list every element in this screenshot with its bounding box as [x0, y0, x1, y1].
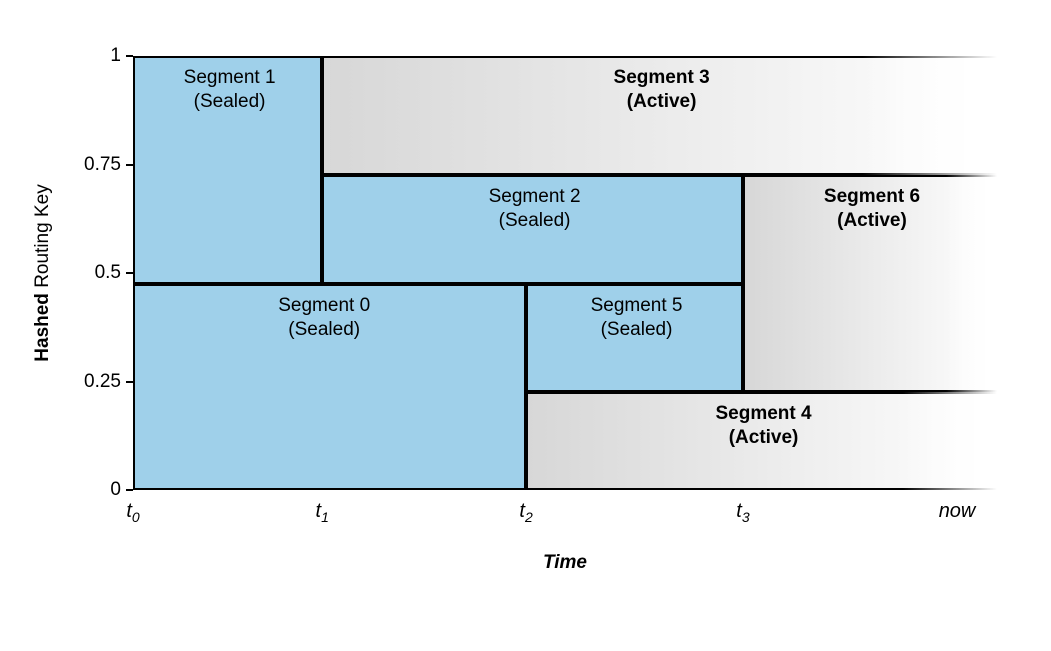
- y-tick-label: 0.75: [73, 154, 121, 176]
- y-axis-title-bold: Hashed: [32, 293, 53, 362]
- y-axis-title-rest: Routing Key: [32, 184, 53, 293]
- segment-status-text: (Sealed): [278, 318, 370, 342]
- segment-status-text: (Active): [824, 209, 920, 233]
- segment-name-text: Segment 6: [824, 185, 920, 209]
- segment-name-text: Segment 2: [489, 185, 581, 209]
- y-tick-mark: [126, 55, 133, 57]
- segment-seg0: Segment 0(Sealed): [133, 284, 526, 490]
- y-tick-mark: [126, 489, 133, 491]
- x-tick-sub: 3: [742, 509, 750, 525]
- segment-seg1: Segment 1(Sealed): [133, 56, 322, 284]
- segment-status-text: (Sealed): [184, 90, 276, 114]
- segment-name-text: Segment 3: [614, 66, 710, 90]
- y-axis-title: Hashed Routing Key: [32, 184, 54, 361]
- segment-seg5: Segment 5(Sealed): [526, 284, 743, 393]
- y-tick-label: 1: [73, 45, 121, 67]
- y-tick-label: 0: [73, 479, 121, 501]
- y-tick-label: 0.25: [73, 371, 121, 393]
- x-tick-sub: 1: [321, 509, 329, 525]
- segment-seg4: Segment 4(Active): [526, 392, 997, 490]
- segment-status-text: (Sealed): [489, 209, 581, 233]
- segment-status-text: (Active): [716, 426, 812, 450]
- y-tick-mark: [126, 164, 133, 166]
- x-tick-sub: 0: [132, 509, 140, 525]
- plot-area: Segment 0(Sealed)Segment 1(Sealed)Segmen…: [133, 56, 997, 490]
- y-tick-mark: [126, 272, 133, 274]
- segment-name-text: Segment 1: [184, 66, 276, 90]
- x-tick-label: now: [939, 500, 976, 523]
- segment-seg3: Segment 3(Active): [322, 56, 997, 175]
- segment-name-text: Segment 0: [278, 294, 370, 318]
- segment-name-text: Segment 4: [716, 402, 812, 426]
- segment-seg6: Segment 6(Active): [743, 175, 997, 392]
- x-tick-label: t2: [519, 500, 532, 525]
- segment-status-text: (Active): [614, 90, 710, 114]
- x-axis-title: Time: [543, 552, 587, 574]
- y-tick-label: 0.5: [73, 262, 121, 284]
- x-tick-label: t0: [126, 500, 139, 525]
- segment-seg2: Segment 2(Sealed): [322, 175, 743, 284]
- x-tick-sub: 2: [525, 509, 533, 525]
- x-tick-label: t3: [736, 500, 749, 525]
- segment-name-text: Segment 5: [591, 294, 683, 318]
- segment-status-text: (Sealed): [591, 318, 683, 342]
- x-tick-label: t1: [316, 500, 329, 525]
- y-tick-mark: [126, 381, 133, 383]
